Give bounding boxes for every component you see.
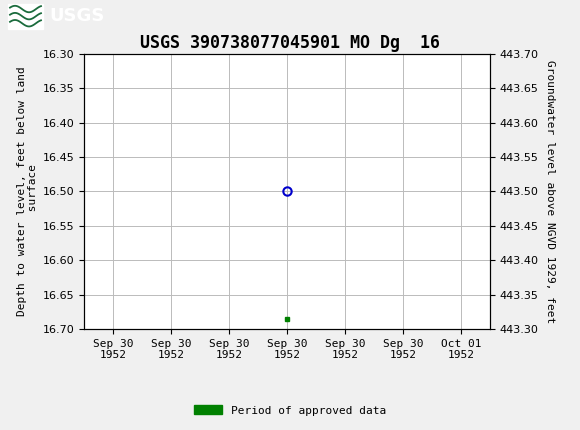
Legend: Period of approved data: Period of approved data xyxy=(190,401,390,420)
Bar xyxy=(8,3,43,29)
Text: USGS: USGS xyxy=(49,7,104,25)
Y-axis label: Groundwater level above NGVD 1929, feet: Groundwater level above NGVD 1929, feet xyxy=(545,60,556,323)
Y-axis label: Depth to water level, feet below land
 surface: Depth to water level, feet below land su… xyxy=(17,67,38,316)
Text: USGS 390738077045901 MO Dg  16: USGS 390738077045901 MO Dg 16 xyxy=(140,34,440,52)
